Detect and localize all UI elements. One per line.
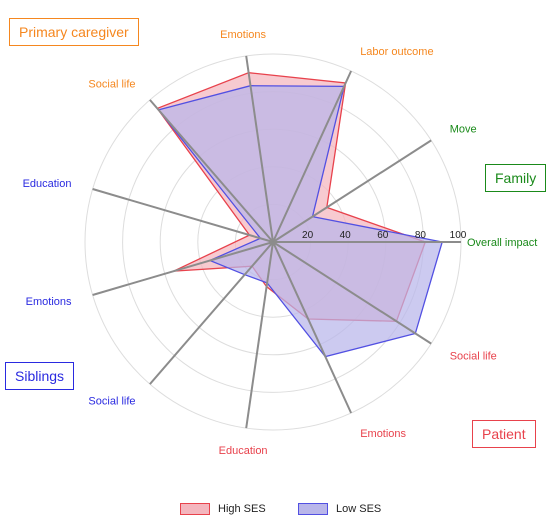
radial-tick-label: 80 <box>415 230 427 241</box>
axis-spoke <box>245 55 274 243</box>
axis-spoke <box>92 188 274 243</box>
axis-label: Overall impact <box>467 237 537 249</box>
axis-label: Education <box>219 445 268 457</box>
axis-spoke <box>272 139 432 243</box>
axis-spoke <box>149 99 274 243</box>
group-label-siblings: Siblings <box>5 362 75 390</box>
group-label-primary-caregiver: Primary caregiver <box>9 18 139 46</box>
axis-label: Emotions <box>26 296 72 308</box>
legend-swatch-low-ses <box>298 503 328 515</box>
axis-spoke <box>272 70 353 243</box>
axis-spoke <box>245 241 274 429</box>
radial-tick-label: 100 <box>450 230 467 241</box>
group-label-family: Family <box>485 164 547 192</box>
axis-spoke <box>272 241 353 414</box>
group-label-patient: Patient <box>472 420 536 448</box>
axis-label: Education <box>23 178 72 190</box>
radial-tick-label: 20 <box>302 230 314 241</box>
radial-tick-label: 60 <box>377 230 389 241</box>
axis-spoke <box>92 241 274 296</box>
axis-spoke <box>149 241 274 385</box>
series-area-low-ses <box>157 85 444 358</box>
legend-item-high-ses: High SES <box>180 503 266 515</box>
axis-spoke <box>272 241 432 345</box>
axis-label: Social life <box>88 396 135 408</box>
axis-label: Emotions <box>220 29 266 41</box>
axis-label: Move <box>450 124 477 136</box>
radial-tick-label: 40 <box>340 230 352 241</box>
axis-label: Labor outcome <box>360 46 433 58</box>
axis-label: Social life <box>450 351 497 363</box>
axis-label: Social life <box>88 78 135 90</box>
axis-label: Emotions <box>360 428 406 440</box>
legend-item-low-ses: Low SES <box>298 503 381 515</box>
legend-label-low-ses: Low SES <box>336 503 382 515</box>
legend-swatch-high-ses <box>180 503 210 515</box>
legend-label-high-ses: High SES <box>218 503 266 515</box>
legend: High SES Low SES <box>180 503 420 521</box>
